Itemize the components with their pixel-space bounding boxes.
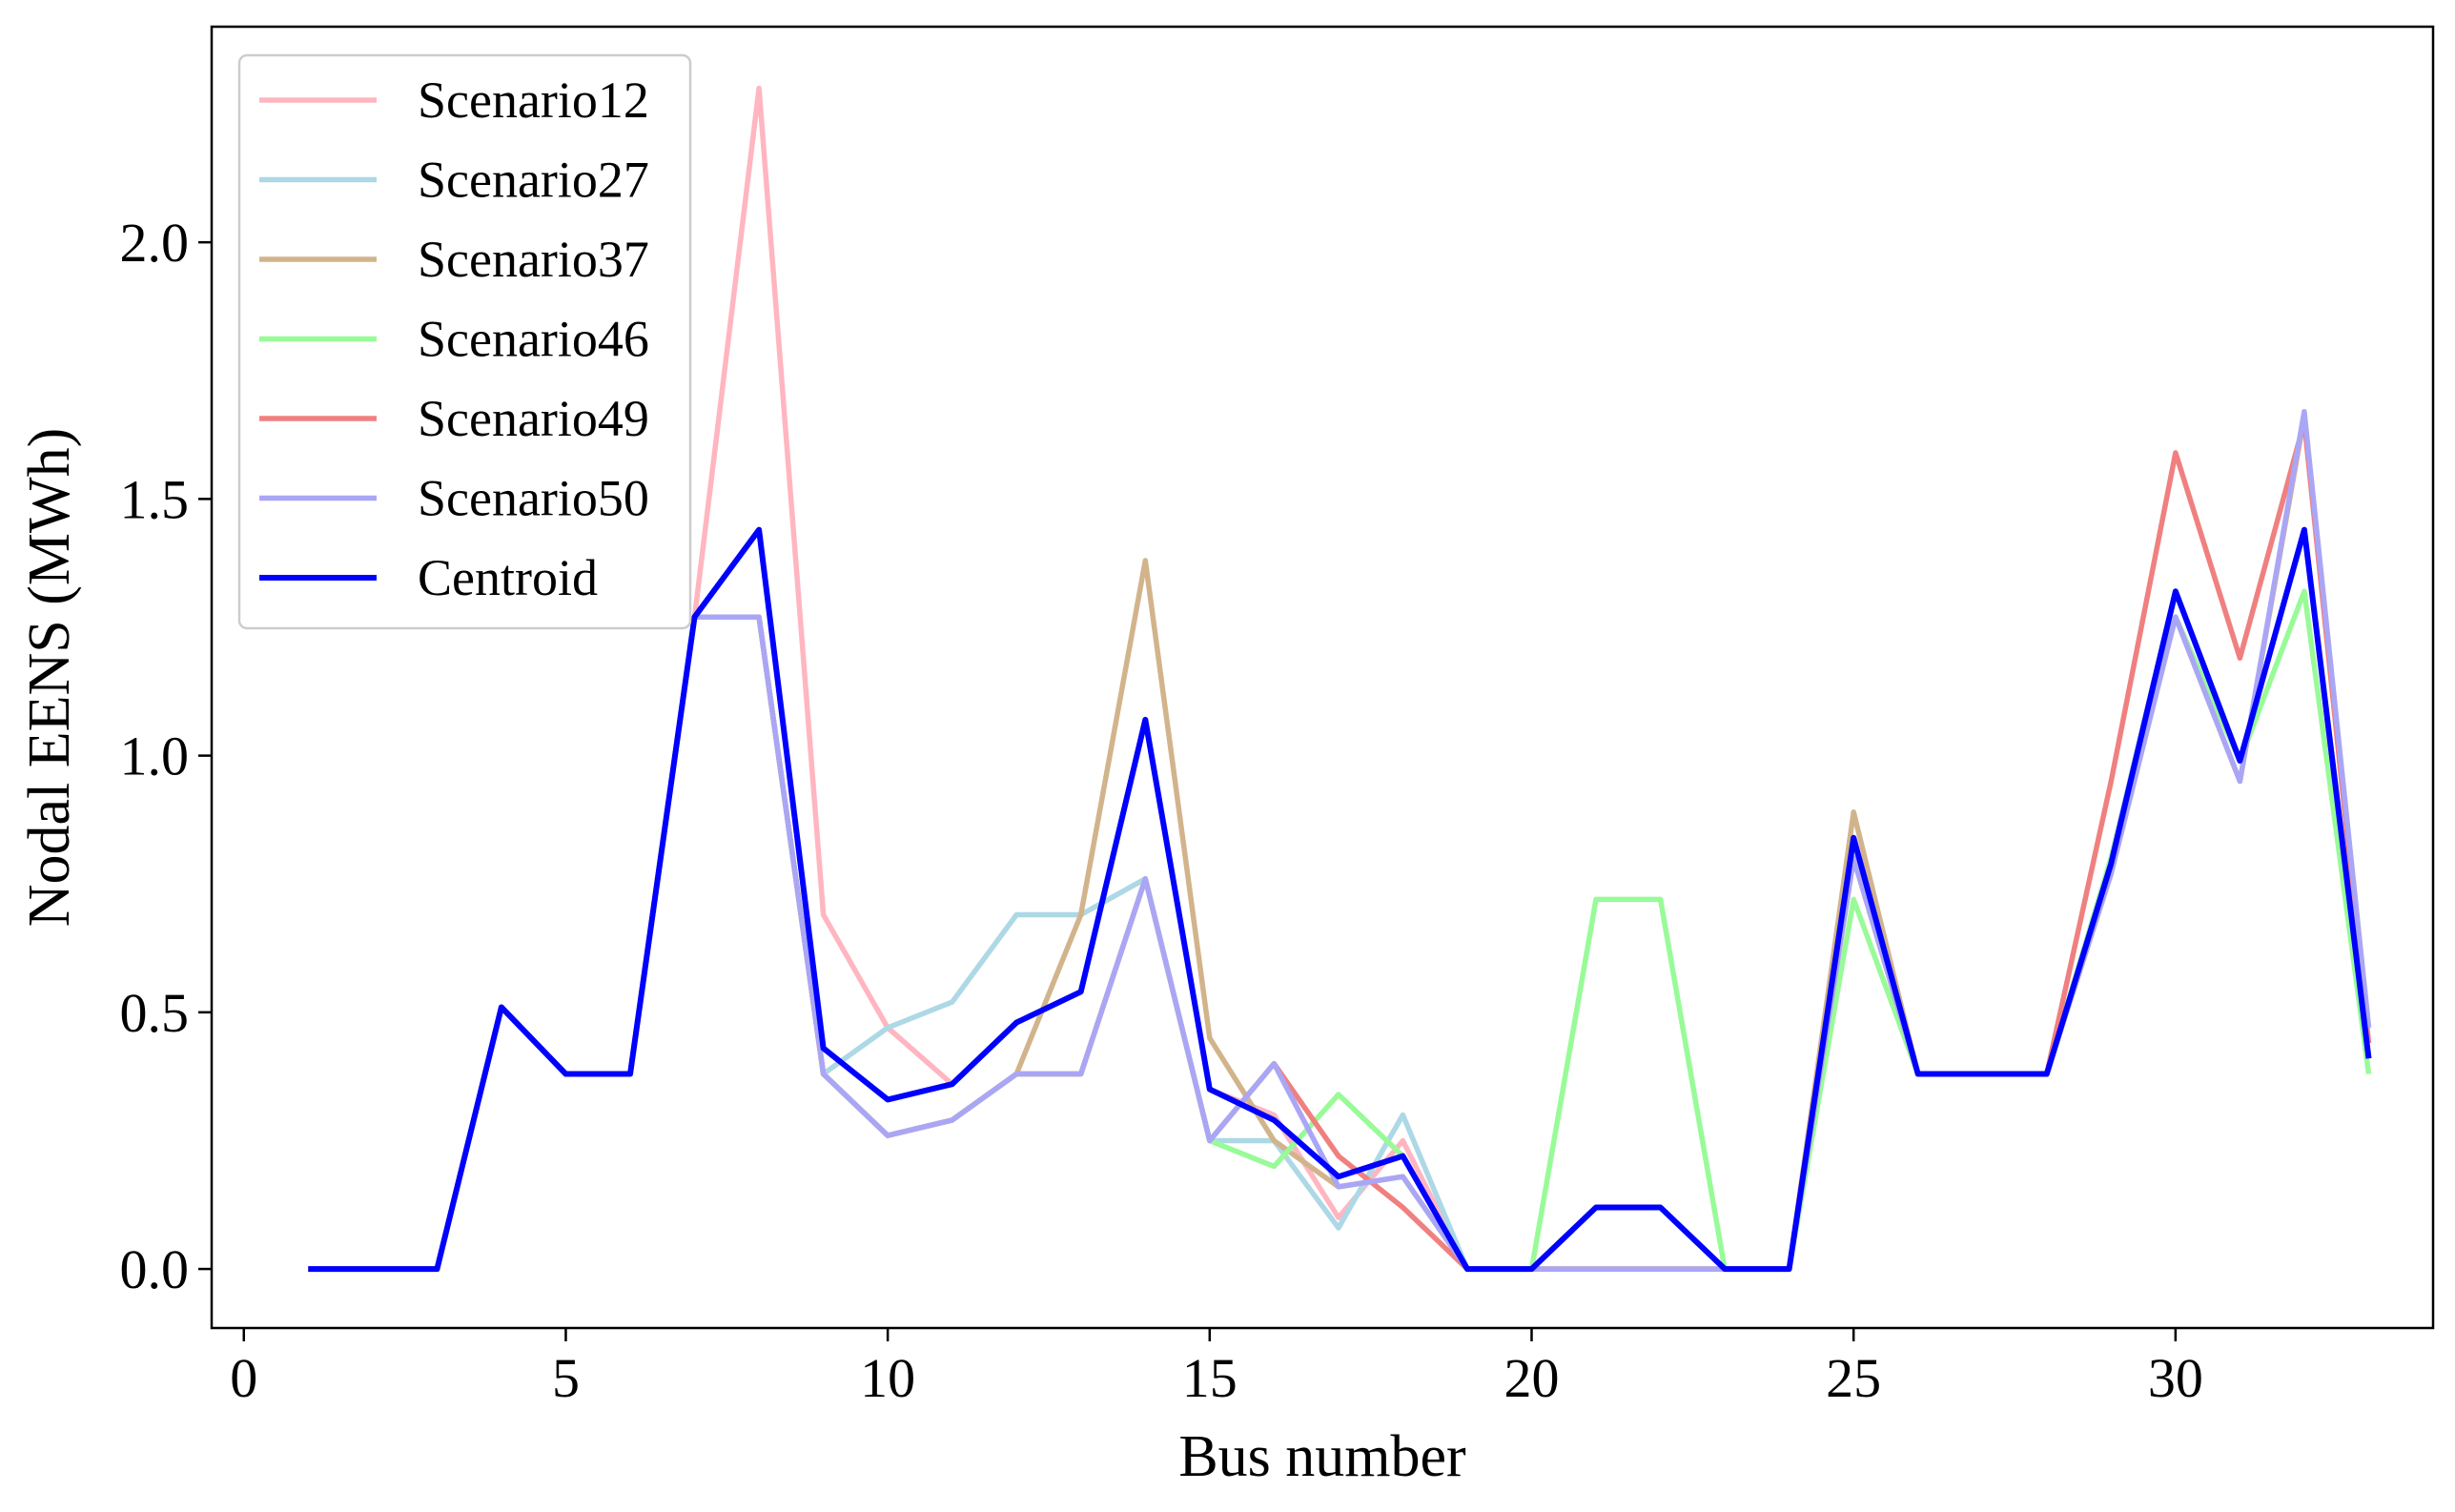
legend-label-scenario12: Scenario12 bbox=[418, 72, 649, 129]
legend-box bbox=[237, 53, 692, 630]
legend-label-scenario49: Scenario49 bbox=[418, 390, 649, 447]
y-tick-label: 2.0 bbox=[120, 212, 190, 274]
x-tick-label: 30 bbox=[2148, 1347, 2203, 1409]
series-line-scenario46 bbox=[308, 588, 2372, 1272]
x-tick-label: 20 bbox=[1504, 1347, 1559, 1409]
plot-area-frame bbox=[210, 25, 2435, 1330]
legend-label-scenario37: Scenario37 bbox=[418, 231, 649, 288]
series-lines bbox=[308, 85, 2372, 1273]
x-tick-label: 15 bbox=[1182, 1347, 1238, 1409]
series-line-centroid bbox=[308, 526, 2372, 1273]
x-axis-title: Bus number bbox=[1178, 1424, 1466, 1489]
x-tick-label: 0 bbox=[230, 1347, 257, 1409]
legend-label-centroid: Centroid bbox=[418, 549, 598, 606]
legend-label-scenario50: Scenario50 bbox=[418, 470, 649, 527]
x-tick-label: 25 bbox=[1826, 1347, 1881, 1409]
x-axis: 0 5 10 15 20 25 30 bbox=[230, 1328, 2203, 1409]
legend: Scenario12 Scenario27 Scenario37 Scenario46… bbox=[237, 53, 692, 630]
y-tick-label: 1.0 bbox=[120, 725, 190, 787]
x-tick-label: 10 bbox=[860, 1347, 915, 1409]
y-tick-label: 1.5 bbox=[120, 468, 190, 530]
y-tick-label: 0.0 bbox=[120, 1238, 190, 1300]
legend-label-scenario27: Scenario27 bbox=[418, 152, 649, 209]
legend-label-scenario46: Scenario46 bbox=[418, 311, 649, 368]
y-axis: 0.0 0.5 1.0 1.5 2.0 bbox=[120, 212, 212, 1300]
y-tick-label: 0.5 bbox=[120, 982, 190, 1044]
y-axis-title: Nodal EENS (MWh) bbox=[17, 428, 82, 927]
x-tick-label: 5 bbox=[552, 1347, 580, 1409]
